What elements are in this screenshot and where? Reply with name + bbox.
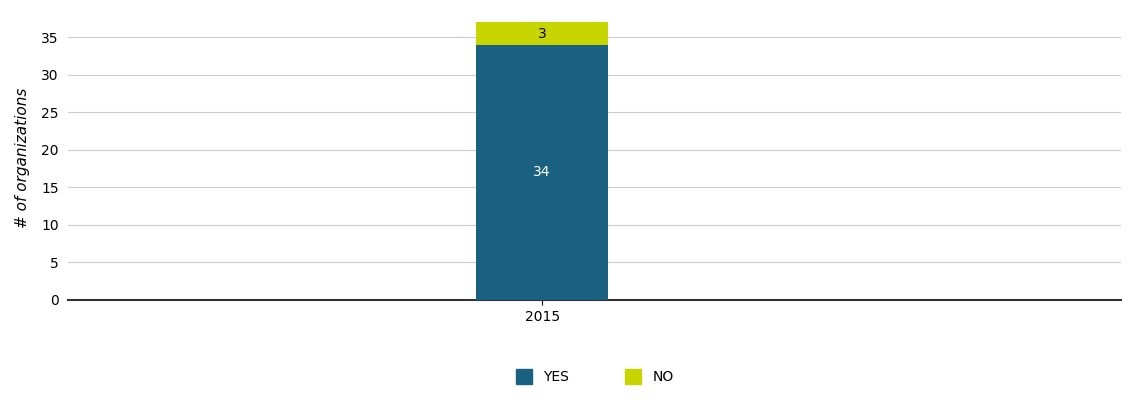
Text: 34: 34	[534, 165, 551, 180]
Bar	[476, 45, 608, 300]
Text: 3: 3	[537, 27, 546, 41]
Y-axis label: # of organizations: # of organizations	[15, 87, 30, 228]
Bar	[476, 23, 608, 45]
Legend: YES, NO: YES, NO	[510, 364, 679, 390]
